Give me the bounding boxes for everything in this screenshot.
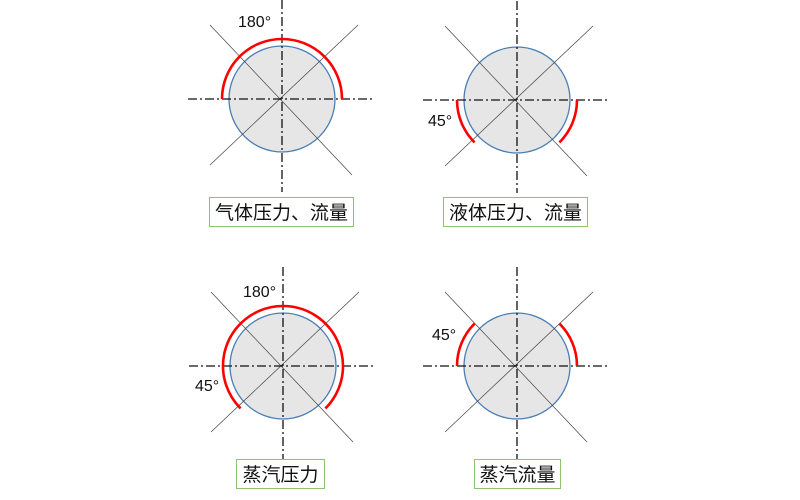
panel-label-steam-pressure: 蒸汽压力 (236, 459, 325, 489)
tracing-arc (324, 365, 345, 410)
diagonal-line (209, 24, 359, 166)
tracing-arc (455, 99, 476, 144)
panel-label-gas: 气体压力、流量 (209, 197, 354, 227)
diagonal-line (209, 24, 353, 176)
degree-label: 45° (428, 113, 453, 130)
diagonal-line (444, 291, 588, 443)
tracing-arc (558, 99, 579, 144)
degree-label: 180° (238, 14, 272, 31)
tracing-arc (455, 322, 476, 367)
diagonal-line (210, 291, 354, 443)
diagonal-line (444, 25, 594, 167)
panel-label-steam-flow: 蒸汽流量 (474, 459, 561, 489)
diagonal-line (444, 291, 594, 433)
degree-label: 45° (195, 378, 220, 395)
diagonal-line (444, 25, 588, 177)
tracing-arc (558, 322, 579, 367)
tracing-arc (221, 304, 345, 410)
tracing-arc (220, 37, 344, 100)
panel-label-liquid: 液体压力、流量 (443, 197, 588, 227)
diagonal-line (210, 291, 360, 433)
degree-label: 180° (243, 284, 277, 301)
degree-label: 45° (432, 327, 457, 344)
